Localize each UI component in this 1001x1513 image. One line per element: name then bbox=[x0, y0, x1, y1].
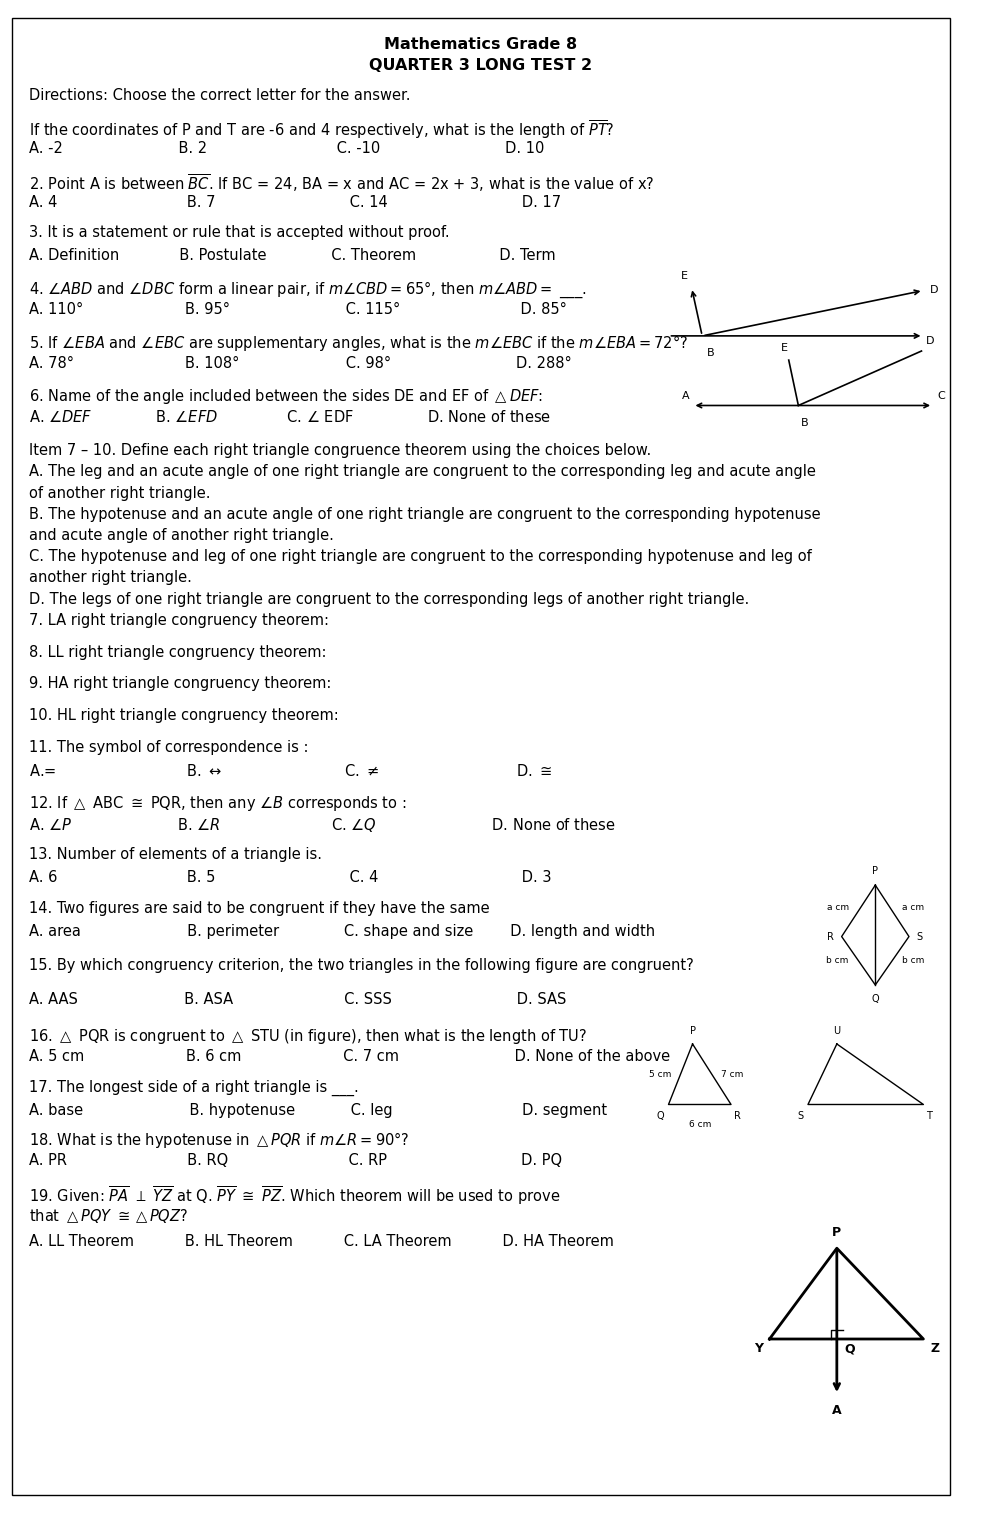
Text: A: A bbox=[682, 390, 690, 401]
Text: P: P bbox=[832, 1226, 842, 1239]
Text: 14. Two figures are said to be congruent if they have the same: 14. Two figures are said to be congruent… bbox=[29, 902, 489, 915]
Text: T: T bbox=[926, 1111, 932, 1121]
Text: 6 cm: 6 cm bbox=[689, 1120, 711, 1129]
Text: 5. If $\angle EBA$ and $\angle EBC$ are supplementary angles, what is the $m\ang: 5. If $\angle EBA$ and $\angle EBC$ are … bbox=[29, 333, 688, 353]
Text: 10. HL right triangle congruency theorem:: 10. HL right triangle congruency theorem… bbox=[29, 708, 338, 723]
Text: 19. Given: $\overline{PA}$ $\perp$ $\overline{YZ}$ at Q. $\overline{PY}$ $\cong$: 19. Given: $\overline{PA}$ $\perp$ $\ove… bbox=[29, 1183, 561, 1206]
Text: 6. Name of the angle included between the sides DE and EF of $\triangle DEF$:: 6. Name of the angle included between th… bbox=[29, 387, 543, 405]
Text: b cm: b cm bbox=[902, 956, 924, 965]
Text: S: S bbox=[797, 1111, 803, 1121]
Text: A. 6                            B. 5                             C. 4           : A. 6 B. 5 C. 4 bbox=[29, 870, 552, 885]
Text: A: A bbox=[832, 1404, 842, 1418]
Text: 4. $\angle ABD$ and $\angle DBC$ form a linear pair, if $m\angle CBD = 65°$, the: 4. $\angle ABD$ and $\angle DBC$ form a … bbox=[29, 278, 587, 300]
Text: R: R bbox=[734, 1111, 741, 1121]
Text: QUARTER 3 LONG TEST 2: QUARTER 3 LONG TEST 2 bbox=[369, 57, 593, 73]
Text: P: P bbox=[872, 865, 878, 876]
Text: a cm: a cm bbox=[902, 903, 924, 912]
Text: S: S bbox=[917, 932, 923, 941]
Text: A. 78°                        B. 108°                       C. 98°              : A. 78° B. 108° C. 98° bbox=[29, 356, 572, 371]
Text: A. 5 cm                      B. 6 cm                      C. 7 cm               : A. 5 cm B. 6 cm C. 7 cm bbox=[29, 1050, 670, 1064]
Text: A. 4                            B. 7                             C. 14          : A. 4 B. 7 C. 14 bbox=[29, 195, 561, 210]
Text: A. $\angle P$                       B. $\angle R$                        C. $\an: A. $\angle P$ B. $\angle R$ C. $\an bbox=[29, 817, 616, 834]
Text: Q: Q bbox=[872, 994, 879, 1005]
Text: 9. HA right triangle congruency theorem:: 9. HA right triangle congruency theorem: bbox=[29, 676, 331, 691]
Text: 7. LA right triangle congruency theorem:: 7. LA right triangle congruency theorem: bbox=[29, 613, 329, 628]
Text: 13. Number of elements of a triangle is.: 13. Number of elements of a triangle is. bbox=[29, 847, 322, 862]
Text: A. 110°                      B. 95°                         C. 115°             : A. 110° B. 95° C. 115° bbox=[29, 303, 567, 316]
Text: A. PR                          B. RQ                          C. RP             : A. PR B. RQ C. RP bbox=[29, 1153, 562, 1168]
Text: A. Definition             B. Postulate              C. Theorem                  : A. Definition B. Postulate C. Theorem bbox=[29, 248, 556, 263]
Text: and acute angle of another right triangle.: and acute angle of another right triangl… bbox=[29, 528, 333, 543]
Text: 3. It is a statement or rule that is accepted without proof.: 3. It is a statement or rule that is acc… bbox=[29, 225, 449, 241]
Text: Mathematics Grade 8: Mathematics Grade 8 bbox=[384, 36, 578, 51]
Text: A. base                       B. hypotenuse            C. leg                   : A. base B. hypotenuse C. leg bbox=[29, 1103, 607, 1118]
Text: R: R bbox=[827, 932, 834, 941]
Text: b cm: b cm bbox=[827, 956, 849, 965]
Text: that $\triangle PQY$ $\cong$$\triangle PQZ$?: that $\triangle PQY$ $\cong$$\triangle P… bbox=[29, 1207, 188, 1224]
Text: Z: Z bbox=[930, 1342, 939, 1356]
Text: A. $\angle DEF$              B. $\angle EFD$               C. $\angle$ EDF      : A. $\angle DEF$ B. $\angle EFD$ C. $\ang… bbox=[29, 409, 551, 425]
Text: A. area                       B. perimeter              C. shape and size       : A. area B. perimeter C. shape and size bbox=[29, 923, 655, 938]
Text: 8. LL right triangle congruency theorem:: 8. LL right triangle congruency theorem: bbox=[29, 645, 326, 660]
Text: D. The legs of one right triangle are congruent to the corresponding legs of ano: D. The legs of one right triangle are co… bbox=[29, 592, 749, 607]
Text: E: E bbox=[781, 342, 788, 353]
Text: a cm: a cm bbox=[827, 903, 849, 912]
Text: If the coordinates of P and T are -6 and 4 respectively, what is the length of $: If the coordinates of P and T are -6 and… bbox=[29, 120, 615, 141]
Text: A. -2                         B. 2                            C. -10            : A. -2 B. 2 C. -10 bbox=[29, 142, 545, 156]
Text: 5 cm: 5 cm bbox=[649, 1070, 671, 1079]
Text: C. The hypotenuse and leg of one right triangle are congruent to the correspondi: C. The hypotenuse and leg of one right t… bbox=[29, 549, 812, 564]
Text: D: D bbox=[930, 286, 939, 295]
Text: U: U bbox=[833, 1026, 841, 1036]
Text: C: C bbox=[938, 390, 946, 401]
Text: A.=                            B. $\leftrightarrow$                          C. : A.= B. $\leftrightarrow$ C. bbox=[29, 763, 553, 779]
Text: 12. If $\triangle$ ABC $\cong$ PQR, then any $\angle B$ corresponds to :: 12. If $\triangle$ ABC $\cong$ PQR, then… bbox=[29, 794, 406, 812]
Text: 17. The longest side of a right triangle is ___.: 17. The longest side of a right triangle… bbox=[29, 1080, 358, 1097]
Text: 18. What is the hypotenuse in $\triangle PQR$ if $m\angle R = 90°$?: 18. What is the hypotenuse in $\triangle… bbox=[29, 1130, 409, 1150]
Text: A. AAS                       B. ASA                        C. SSS               : A. AAS B. ASA C. SSS bbox=[29, 993, 567, 1006]
Text: Directions: Choose the correct letter for the answer.: Directions: Choose the correct letter fo… bbox=[29, 88, 410, 103]
Text: another right triangle.: another right triangle. bbox=[29, 570, 192, 586]
Text: D: D bbox=[926, 336, 935, 346]
Text: B. The hypotenuse and an acute angle of one right triangle are congruent to the : B. The hypotenuse and an acute angle of … bbox=[29, 507, 821, 522]
Text: 7 cm: 7 cm bbox=[722, 1070, 744, 1079]
Text: Q: Q bbox=[845, 1342, 855, 1356]
Text: A. LL Theorem           B. HL Theorem           C. LA Theorem           D. HA Th: A. LL Theorem B. HL Theorem C. LA Theore… bbox=[29, 1235, 614, 1248]
Text: 2. Point A is between $\overline{BC}$. If BC = 24, BA = x and AC = 2x + 3, what : 2. Point A is between $\overline{BC}$. I… bbox=[29, 172, 655, 194]
Text: 11. The symbol of correspondence is :: 11. The symbol of correspondence is : bbox=[29, 740, 308, 755]
Text: of another right triangle.: of another right triangle. bbox=[29, 486, 210, 501]
Text: E: E bbox=[682, 271, 689, 281]
Text: 16. $\triangle$ PQR is congruent to $\triangle$ STU (in figure), then what is th: 16. $\triangle$ PQR is congruent to $\tr… bbox=[29, 1026, 587, 1045]
Text: B: B bbox=[707, 348, 715, 359]
Text: Q: Q bbox=[656, 1111, 664, 1121]
Text: B: B bbox=[801, 418, 809, 428]
Text: A. The leg and an acute angle of one right triangle are congruent to the corresp: A. The leg and an acute angle of one rig… bbox=[29, 464, 816, 480]
Text: Item 7 – 10. Define each right triangle congruence theorem using the choices bel: Item 7 – 10. Define each right triangle … bbox=[29, 443, 651, 458]
Text: Y: Y bbox=[754, 1342, 763, 1356]
Text: P: P bbox=[690, 1026, 696, 1036]
Text: 15. By which congruency criterion, the two triangles in the following figure are: 15. By which congruency criterion, the t… bbox=[29, 959, 694, 973]
